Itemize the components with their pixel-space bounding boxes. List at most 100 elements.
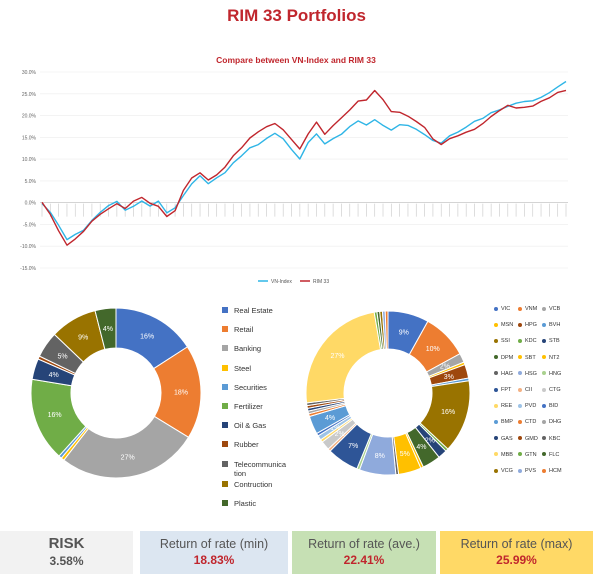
stock-data-label: 5% bbox=[400, 451, 410, 458]
legend-label: Retail bbox=[234, 325, 254, 335]
stock-legend-item: STB bbox=[542, 338, 576, 344]
legend-swatch bbox=[542, 419, 546, 424]
legend-label: BID bbox=[549, 403, 559, 410]
sector-data-label: 16% bbox=[48, 412, 62, 419]
stock-donut-chart: 9%10%2%3%16%2%4%5%8%7%2%1%4%27% bbox=[305, 310, 471, 476]
stock-legend-item: HAG bbox=[494, 371, 528, 377]
legend-swatch bbox=[542, 436, 546, 441]
return-ave-box: Return of rate (ave.) 22.41% bbox=[292, 531, 436, 574]
legend-swatch bbox=[494, 371, 498, 376]
stock-legend-item: CII bbox=[518, 387, 552, 393]
legend-swatch bbox=[518, 355, 522, 360]
legend-label: MSN bbox=[501, 322, 514, 329]
legend-label: FLC bbox=[549, 451, 560, 458]
y-tick-label: 20.0% bbox=[22, 114, 37, 120]
legend-label: CII bbox=[525, 387, 533, 393]
stock-data-label: 4% bbox=[416, 444, 426, 451]
legend-label: FPT bbox=[501, 387, 512, 393]
legend-label: Contruction bbox=[234, 479, 273, 489]
legend-swatch bbox=[542, 452, 546, 457]
legend-label: HAG bbox=[501, 370, 513, 377]
legend-label: PVS bbox=[525, 468, 537, 474]
return-min-value: 18.83% bbox=[193, 553, 235, 567]
legend-swatch bbox=[222, 383, 228, 390]
series-line-vnindex bbox=[41, 80, 567, 241]
legend-swatch bbox=[542, 468, 546, 473]
legend-swatch bbox=[222, 480, 228, 487]
return-min-box: Return of rate (min) 18.83% bbox=[140, 531, 288, 574]
stock-legend-item: FPT bbox=[494, 387, 528, 393]
legend-swatch bbox=[542, 387, 546, 392]
legend-swatch bbox=[518, 452, 522, 457]
legend-swatch bbox=[518, 322, 522, 327]
legend-swatch bbox=[494, 419, 498, 424]
legend-label: Oil & Gas bbox=[234, 421, 267, 431]
legend-label: GTN bbox=[525, 451, 537, 458]
sector-data-label: 9% bbox=[78, 334, 88, 341]
stock-legend-item: MBB bbox=[494, 452, 528, 458]
legend-swatch bbox=[518, 468, 522, 473]
page-title: RIM 33 Portfolios bbox=[227, 6, 366, 25]
legend-swatch bbox=[494, 436, 498, 441]
stock-legend-item: NT2 bbox=[542, 355, 576, 361]
legend-swatch bbox=[222, 422, 228, 429]
legend-swatch bbox=[494, 355, 498, 360]
stock-legend-item: KBC bbox=[542, 436, 576, 442]
legend-swatch bbox=[494, 468, 498, 473]
legend-swatch bbox=[542, 371, 546, 376]
stock-data-label: 10% bbox=[426, 346, 440, 353]
legend-label: VCG bbox=[501, 468, 513, 474]
stock-data-label: 4% bbox=[325, 415, 335, 422]
legend-label: GMD bbox=[525, 435, 538, 442]
stock-data-label: 9% bbox=[399, 330, 409, 337]
legend-swatch bbox=[518, 387, 522, 392]
stock-legend-item: HNG bbox=[542, 371, 576, 377]
stock-legend-item: GTN bbox=[518, 452, 552, 458]
legend-label: Telecommunication bbox=[234, 459, 287, 478]
legend-label: STB bbox=[549, 338, 560, 345]
legend-swatch bbox=[542, 306, 546, 311]
legend-swatch bbox=[518, 306, 522, 311]
legend-label: VIC bbox=[501, 306, 511, 312]
legend-label: HPG bbox=[525, 322, 537, 329]
stock-data-label: 2% bbox=[335, 431, 345, 438]
legend-swatch bbox=[542, 338, 546, 343]
return-max-box: Return of rate (max) 25.99% bbox=[440, 531, 593, 574]
legend-label: BVH bbox=[549, 322, 561, 329]
legend-swatch bbox=[518, 338, 522, 343]
stock-legend-item: SSI bbox=[494, 338, 528, 344]
legend-label: SBT bbox=[525, 354, 536, 361]
series-line-rim33 bbox=[41, 89, 567, 246]
sector-donut-chart: 16% 18% 27% 16% 4% 5% 9% 4% bbox=[30, 307, 202, 479]
stock-legend-item: GAS bbox=[494, 436, 528, 442]
legend-label: DPM bbox=[501, 354, 514, 361]
legend-swatch bbox=[222, 460, 228, 467]
legend-swatch bbox=[542, 403, 546, 408]
legend-label: MBB bbox=[501, 451, 513, 458]
legend-label: REE bbox=[501, 403, 513, 410]
stats-row: RISK 3.58% Return of rate (min) 18.83% R… bbox=[0, 531, 593, 574]
return-ave-value: 22.41% bbox=[343, 553, 385, 567]
sector-slice-banking bbox=[63, 415, 190, 479]
y-tick-label: 10.0% bbox=[22, 157, 37, 163]
y-tick-label: 15.0% bbox=[22, 135, 37, 141]
legend-label: Banking bbox=[234, 344, 262, 354]
legend-label: SSI bbox=[501, 338, 510, 345]
stock-legend-item: HCM bbox=[542, 468, 576, 474]
stock-legend-item: REE bbox=[494, 403, 528, 409]
legend-swatch bbox=[222, 307, 228, 313]
legend-swatch bbox=[518, 436, 522, 441]
legend-label: Steel bbox=[234, 363, 252, 373]
legend-label: VCB bbox=[549, 306, 561, 312]
stock-legend-item: VIC bbox=[494, 306, 528, 312]
legend-swatch bbox=[542, 355, 546, 360]
stock-data-label: 27% bbox=[330, 353, 344, 360]
legend-label: BMP bbox=[501, 419, 513, 426]
stock-slice-hcm bbox=[384, 310, 389, 350]
stock-data-label: 3% bbox=[444, 374, 454, 381]
sector-slice-plastic bbox=[94, 307, 117, 350]
legend-swatch bbox=[494, 322, 498, 327]
legend-swatch bbox=[222, 326, 228, 333]
stock-legend-item: KDC bbox=[518, 338, 552, 344]
y-tick-label: -5.0% bbox=[23, 222, 37, 228]
